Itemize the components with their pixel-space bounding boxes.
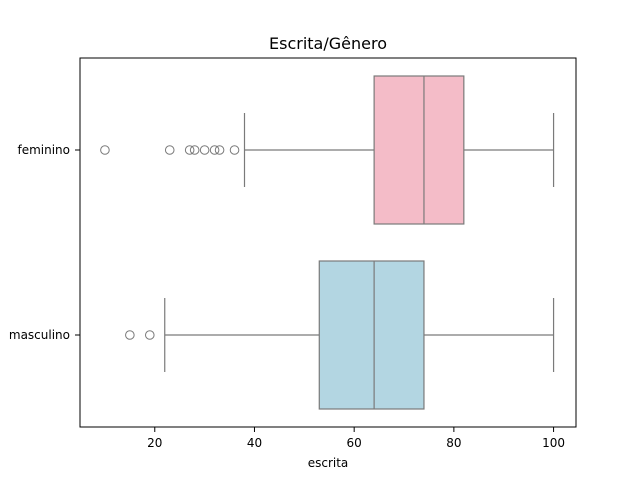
outlier-point [214, 145, 225, 155]
outlier-point [229, 145, 240, 155]
x-tick-label: 100 [542, 436, 565, 450]
outlier-point [184, 145, 195, 155]
plot-frame [79, 57, 577, 428]
box-group-feminino: feminino [17, 75, 555, 225]
outlier-point [100, 145, 110, 155]
outlier-point [144, 330, 155, 340]
box-iqr [318, 260, 425, 410]
outlier-point [209, 145, 220, 155]
x-tick-label: 60 [347, 436, 362, 450]
outlier-point [125, 330, 135, 340]
x-tick-label: 20 [147, 436, 162, 450]
x-axis-label: escrita [308, 456, 349, 470]
box-group-masculino: masculino [9, 260, 555, 410]
y-tick-label: feminino [17, 143, 70, 157]
x-tick-label: 40 [247, 436, 262, 450]
outlier-point [199, 145, 210, 155]
x-tick-label: 80 [446, 436, 461, 450]
chart-title: Escrita/Gênero [269, 34, 387, 53]
outlier-point [164, 145, 175, 155]
outlier-point [189, 145, 200, 155]
y-tick-label: masculino [9, 328, 70, 342]
plot-area: 20 40 60 80 100 feminino masculino [9, 57, 577, 450]
box-iqr [373, 75, 465, 225]
